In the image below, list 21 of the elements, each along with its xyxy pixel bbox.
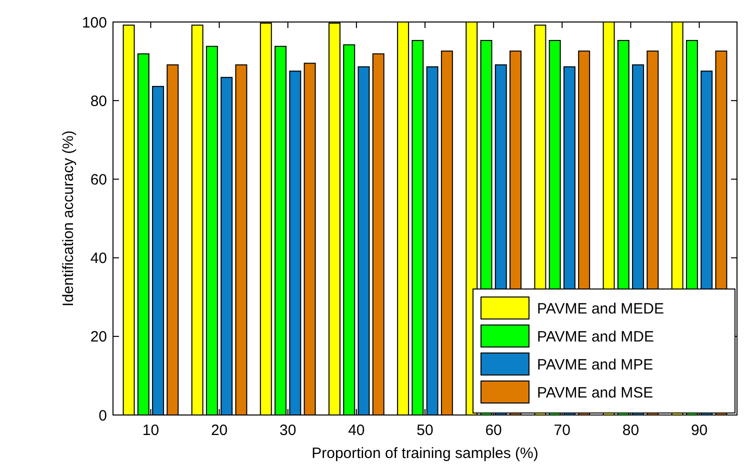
x-tick-label: 40	[348, 422, 365, 439]
x-tick-label: 80	[622, 422, 640, 439]
y-tick-label: 40	[90, 250, 107, 268]
x-tick-label: 30	[280, 422, 296, 439]
x-tick-label: 90	[690, 422, 708, 439]
x-tick-label: 20	[210, 422, 228, 439]
x-tick-label: 50	[416, 422, 434, 439]
y-axis-title: Identification accuracy (%)	[60, 130, 77, 306]
x-tick-label: 60	[485, 422, 502, 439]
x-axis-title: Proportion of training samples (%)	[312, 445, 538, 462]
x-tick-label: 70	[554, 422, 570, 439]
y-tick-label: 20	[90, 328, 107, 346]
y-tick-label: 100	[82, 14, 107, 32]
legend-label: PAVME and MDE	[537, 328, 654, 346]
y-tick-label: 0	[98, 407, 107, 424]
x-tick-label: 10	[142, 422, 160, 439]
y-tick-label: 80	[90, 92, 107, 110]
y-tick-label: 60	[90, 171, 107, 188]
legend-label: PAVME and MEDE	[537, 300, 664, 318]
legend-label: PAVME and MPE	[537, 356, 654, 374]
legend-label: PAVME and MSE	[537, 384, 654, 402]
